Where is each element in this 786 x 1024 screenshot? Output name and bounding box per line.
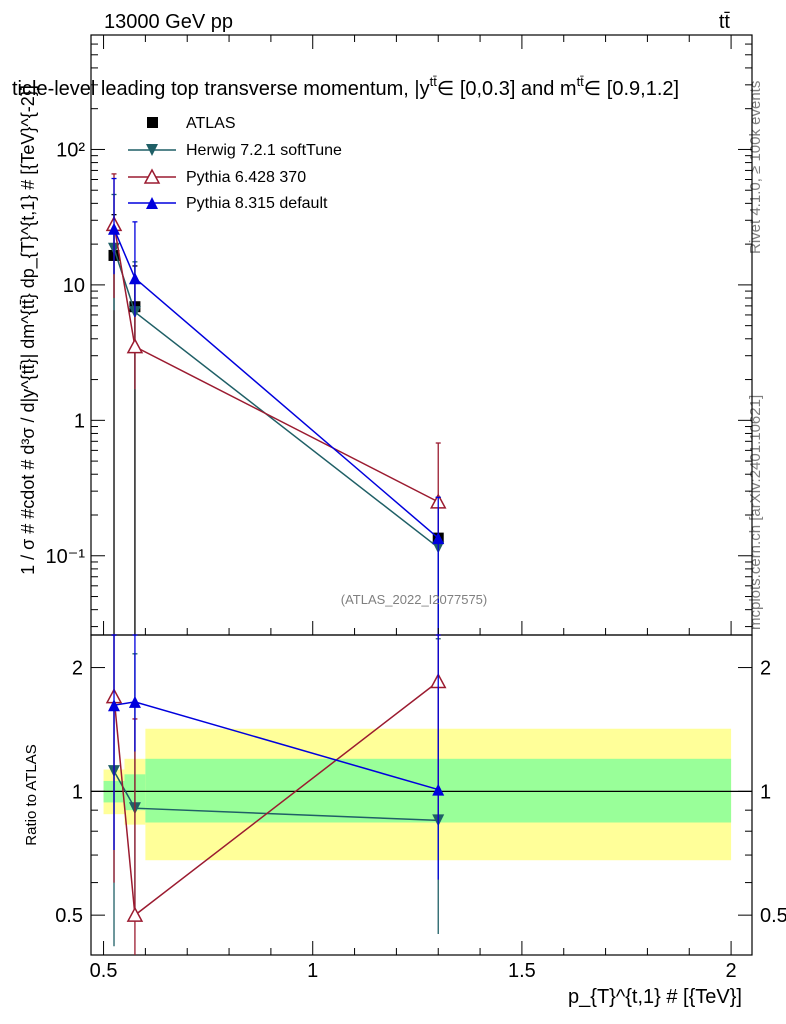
- main-title: ticle-level leading top transverse momen…: [12, 74, 679, 100]
- ratio-pythia8-point: [108, 699, 121, 712]
- ratio-y-tick-label-right: 0.5: [760, 905, 786, 927]
- ratio-series-group: [105, 634, 447, 955]
- rivet-version-label: Rivet 4.1.0, ≥ 100k events: [747, 81, 764, 254]
- ratio-axis-ticks: 0.5 1 1.5 2 0.5 0.5 1 1 2 2: [55, 621, 786, 982]
- legend-herwig-label: Herwig 7.2.1 softTune: [186, 142, 342, 159]
- main-panel: 10⁻¹ 1 10 10² ticle-level leading top trans…: [12, 34, 753, 636]
- ratio-pythia6-point: [126, 906, 144, 922]
- legend-herwig-marker: [146, 144, 158, 156]
- ratio-y-tick-label: 0.5: [55, 905, 83, 927]
- main-y-axis-label: 1 / σ # #cdot # d³σ / d|y^{tt̄}| dm^{tt̄…: [18, 85, 39, 575]
- x-tick-label: 0.5: [90, 960, 118, 982]
- main-y-tick-label: 10: [63, 275, 85, 297]
- main-pythia8-point: [432, 532, 445, 545]
- legend-pythia6-label: Pythia 6.428 370: [186, 169, 306, 186]
- legend-pythia8-marker: [146, 197, 158, 209]
- ratio-y-tick-label-right: 2: [760, 658, 771, 680]
- main-herwig-line: [113, 248, 439, 549]
- ratio-y-tick-label-right: 1: [760, 781, 771, 803]
- main-pythia8-line: [113, 228, 439, 539]
- legend-pythia6-marker: [143, 168, 161, 184]
- ratio-panel: 0.5 1 1.5 2 0.5 0.5 1 1 2 2 Ratio to ATLAS p_{T}^…: [23, 621, 786, 1008]
- ratio-pythia8-point: [432, 783, 445, 796]
- ratio-frame: [90, 634, 753, 956]
- ratio-y-tick-label: 1: [72, 781, 83, 803]
- process-label: tt̄: [719, 11, 731, 33]
- main-series-group: [105, 173, 447, 635]
- energy-label: 13000 GeV pp: [104, 11, 233, 33]
- main-y-tick-label: 1: [74, 410, 85, 432]
- ratio-uncertainty-bands: [91, 728, 752, 861]
- legend: ATLAS Herwig 7.2.1 softTune Pythia 6.428…: [128, 115, 342, 212]
- main-axis-ticks: 10⁻¹ 1 10 10²: [46, 34, 752, 628]
- legend-atlas-marker: [147, 117, 158, 128]
- x-axis-label: p_{T}^{t,1} # [{TeV}]: [568, 986, 742, 1008]
- ratio-y-axis-label: Ratio to ATLAS: [23, 744, 40, 845]
- main-pythia6-line: [113, 224, 439, 503]
- main-y-tick-label: 10⁻¹: [46, 546, 86, 568]
- ratio-pythia8-point: [128, 695, 141, 708]
- main-pythia8-point: [108, 222, 121, 235]
- main-pythia6-point: [126, 338, 144, 354]
- mcplots-label: mcplots.cern.ch [arXiv:2401.10621]: [747, 395, 764, 630]
- legend-atlas-label: ATLAS: [186, 115, 236, 132]
- legend-pythia8-label: Pythia 8.315 default: [186, 195, 328, 212]
- x-tick-label: 1.5: [508, 960, 536, 982]
- x-tick-label: 1: [307, 960, 318, 982]
- main-y-tick-label: 10²: [56, 139, 85, 161]
- main-pythia8-point: [128, 272, 141, 285]
- analysis-watermark: (ATLAS_2022_I2077575): [341, 592, 487, 607]
- x-tick-label: 2: [726, 960, 737, 982]
- ratio-y-tick-label: 2: [72, 658, 83, 680]
